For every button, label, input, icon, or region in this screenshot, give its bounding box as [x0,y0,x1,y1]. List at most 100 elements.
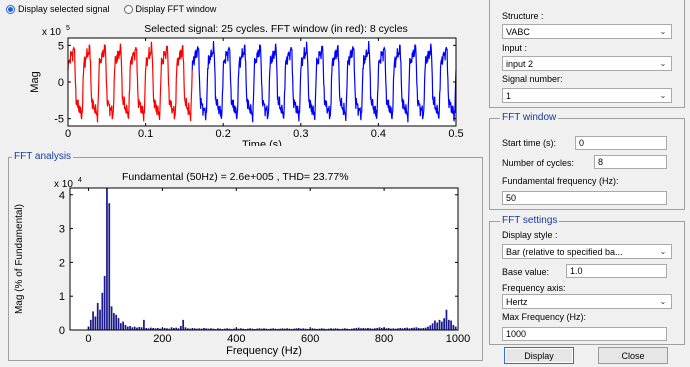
display-style-dropdown[interactable]: Bar (relative to specified ba... ⌄ [502,244,672,259]
fft-bar [99,309,101,330]
fft-bar [443,318,446,330]
fft-bar [223,328,226,330]
fft-bar [307,328,309,330]
fft-bar [166,328,168,330]
fft-settings-title: FFT settings [500,215,560,226]
fft-bar [233,328,235,330]
signal-number-dropdown[interactable]: 1 ⌄ [502,88,672,103]
fft-bar [163,327,166,330]
start-time-input[interactable]: 0 [575,136,667,150]
fft-bar [429,325,432,330]
fft-bar [281,328,284,330]
base-value: 1.0 [570,266,583,276]
fft-bar [390,328,392,330]
signal-x-tick-label: 0.2 [216,128,231,140]
fft-bar [450,320,452,330]
fft-bar [267,328,270,330]
signal-x-tick-label: 0.5 [448,128,463,140]
chevron-down-icon: ⌄ [659,297,667,306]
fft-bar [408,328,411,330]
fft-bar [193,328,196,330]
fft-bar [274,328,277,330]
fft-bar [378,327,381,330]
number-of-cycles-input[interactable]: 8 [594,155,667,169]
fft-bar [304,328,307,330]
fft-bar [249,328,252,330]
fft-bar [253,328,256,330]
fft-bar [186,328,189,330]
signal-x-tick-label: 0 [65,128,71,140]
fft-bar [108,203,111,330]
fft-bar [288,328,291,330]
signal-x-axis-label: Time (s) [242,139,282,146]
fft-x-tick-label: 400 [227,333,245,345]
fft-bar [198,328,201,330]
fft-bar [230,328,233,330]
display-selected-signal-label: Display selected signal [18,4,110,14]
fft-bar [184,327,187,330]
signal-exponent-label: x 10 [42,27,61,38]
signal-x-tick-label: 0.3 [293,128,308,140]
structure-panel [489,0,685,108]
fundamental-frequency-label: Fundamental frequency (Hz): [502,176,619,186]
fft-bar [427,326,429,330]
display-selected-signal-radio[interactable]: Display selected signal [6,4,110,14]
display-fft-window-radio[interactable]: Display FFT window [123,4,216,14]
fft-bar [216,328,219,330]
fft-bar [401,328,404,330]
structure-value: VABC [506,26,530,37]
fft-bar [143,319,145,330]
fft-bar [179,325,182,330]
fft-bar [445,309,448,330]
fft-bar [110,306,113,330]
signal-plot-title: Selected signal: 25 cycles. FFT window (… [144,23,408,35]
signal-number-label: Signal number: [502,74,563,84]
frequency-axis-dropdown[interactable]: Hertz ⌄ [502,294,672,309]
fft-bar [113,313,115,330]
input-label: Input : [502,43,528,53]
fft-bar [387,327,390,330]
fft-plot-border [69,187,459,331]
fft-bar [313,328,316,330]
signal-y-tick-label: 5 [58,40,64,52]
fft-exponent-power: 4 [78,177,82,184]
fft-analysis-title: FFT analysis [12,151,74,162]
close-button[interactable]: Close [598,347,668,364]
fft-bar [293,328,295,330]
structure-label: Structure : [502,11,544,21]
fft-bar [177,328,180,330]
fft-bar [339,328,342,330]
fft-y-tick-label: 1 [59,291,65,303]
fft-bar [318,328,321,330]
fft-bar [346,328,349,330]
fft-y-tick-label: 3 [59,224,65,236]
fft-bar [203,327,205,330]
fft-bar [276,328,279,330]
fft-bar [297,327,300,330]
fft-x-tick-label: 1000 [446,333,470,345]
fft-bar [410,327,413,330]
fft-bar [168,328,171,330]
fft-bar [362,327,365,330]
fft-bar [189,328,191,330]
fft-bar [221,328,224,330]
fft-bar [360,328,362,330]
fft-bar [256,328,258,330]
input-value: input 2 [506,58,534,69]
fundamental-frequency-input[interactable]: 50 [502,191,667,205]
input-dropdown[interactable]: input 2 ⌄ [502,56,672,71]
frequency-axis-label: Frequency axis: [502,283,566,293]
max-frequency-label: Max Frequency (Hz): [502,312,587,322]
base-value-label: Base value: [502,267,550,277]
fft-bar [129,325,131,330]
fft-bar [196,328,198,330]
fft-x-axis-label: Frequency (Hz) [226,345,302,357]
structure-dropdown[interactable]: VABC ⌄ [502,24,672,39]
fft-bar [117,318,120,330]
fundamental-frequency-value: 50 [506,193,517,203]
max-frequency-input[interactable]: 1000 [502,327,667,341]
fft-y-axis-label: Mag (% of Fundamental) [14,204,25,314]
fft-bar [272,328,275,330]
base-value-input[interactable]: 1.0 [566,264,667,278]
display-button[interactable]: Display [504,347,574,364]
